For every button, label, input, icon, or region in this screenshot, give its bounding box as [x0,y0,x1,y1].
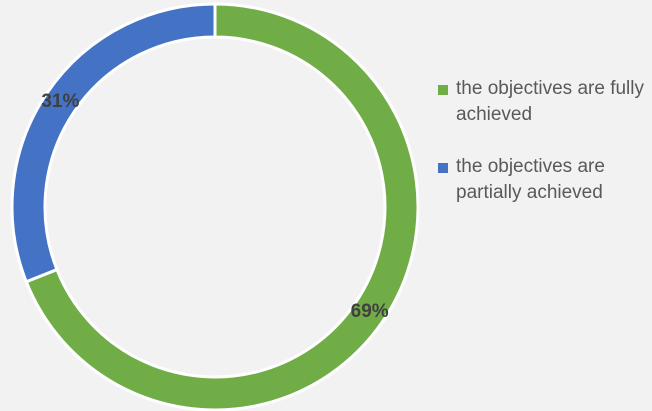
legend-label: the objectives are fully achieved [456,78,644,125]
data-label: 69% [351,301,389,322]
legend-swatch [438,85,448,95]
donut-plot: 69% 31% [10,2,420,411]
donut-segment [24,2,420,411]
data-label: 31% [41,91,79,112]
legend-item: the objectives are partially achieved [438,154,648,206]
legend-swatch [438,163,448,173]
legend-label: the objectives are partially achieved [456,156,605,203]
legend: the objectives are fully achieved the obj… [438,76,648,232]
donut-segment [10,2,217,284]
legend-item: the objectives are fully achieved [438,76,648,128]
